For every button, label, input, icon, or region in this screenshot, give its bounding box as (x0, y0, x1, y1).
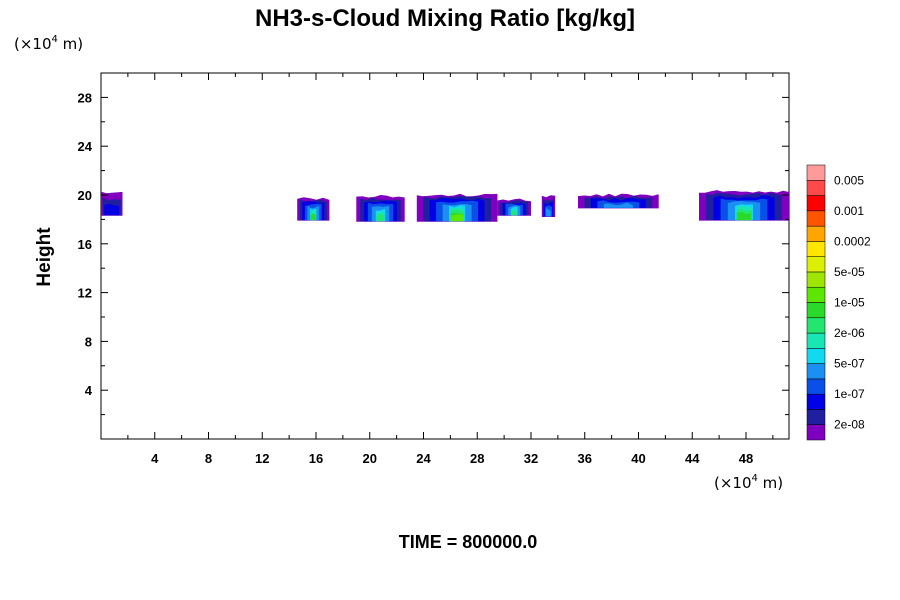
cloud-patch (497, 198, 531, 216)
x-tick-label: 24 (416, 451, 431, 466)
y-tick-label: 16 (78, 237, 92, 252)
cloud-layer (603, 202, 633, 208)
cloud-layer (450, 214, 464, 222)
colorbar-label: 0.005 (834, 173, 864, 187)
colorbar-label: 2e-08 (834, 418, 865, 432)
cloud-layer (511, 210, 517, 216)
colorbar-swatch (806, 225, 826, 242)
x-tick-label: 32 (524, 451, 538, 466)
x-axis-unit: (×104 m) (714, 473, 783, 492)
y-axis-label: Height (34, 227, 55, 287)
y-tick-label: 24 (78, 139, 93, 154)
colorbar-swatch (806, 241, 826, 257)
y-tick-label: 12 (78, 286, 92, 301)
colorbar-swatch (806, 271, 826, 288)
x-tick-label: 12 (255, 451, 269, 466)
colorbar-swatch (806, 286, 826, 303)
colorbar-swatch (806, 195, 826, 212)
colorbar-label: 0.001 (834, 204, 864, 218)
x-tick-label: 16 (309, 451, 323, 466)
colorbar-swatch (806, 393, 826, 410)
x-tick-label: 40 (631, 451, 645, 466)
colorbar-swatch (806, 164, 826, 181)
colorbar-swatch (806, 317, 826, 334)
cloud-layer (310, 214, 316, 221)
cloud-patch (578, 193, 659, 209)
colorbar-label: 1e-07 (834, 387, 865, 401)
colorbar-label: 0.0002 (834, 234, 871, 248)
y-tick-label: 8 (85, 334, 92, 349)
time-label: TIME = 800000.0 (399, 532, 538, 552)
x-axis: 4 8 12 16 20 24 28 32 36 40 44 48 (127, 73, 774, 466)
y-axis: 4 8 12 16 20 24 28 (78, 90, 789, 416)
cloud-patch (297, 197, 330, 221)
colorbar-swatch (806, 302, 826, 319)
x-tick-label: 8 (205, 451, 212, 466)
x-tick-label: 48 (739, 451, 753, 466)
x-tick-label: 28 (470, 451, 484, 466)
x-tick-label: 44 (685, 451, 700, 466)
colorbar-swatch (806, 409, 826, 425)
colorbar-swatch (806, 363, 826, 380)
x-tick-label: 4 (151, 451, 159, 466)
colorbar-swatch (806, 378, 826, 395)
colorbar-label: 1e-05 (834, 296, 865, 310)
cloud-layer (376, 213, 385, 222)
cloud-patch (699, 190, 789, 221)
cloud-patch (416, 193, 498, 222)
x-tick-label: 20 (363, 451, 377, 466)
cloud-field (101, 190, 789, 222)
cloud-layer (546, 208, 551, 217)
x-tick-label: 36 (578, 451, 592, 466)
chart-title: NH3-s-Cloud Mixing Ratio [kg/kg] (255, 5, 635, 32)
plot-frame (100, 72, 790, 440)
y-tick-label: 20 (78, 188, 92, 203)
colorbar-label: 5e-05 (834, 265, 865, 279)
colorbar-swatch (806, 256, 826, 273)
cloud-patch (101, 191, 123, 216)
colorbar-swatch (806, 210, 826, 227)
colorbar-swatch (806, 332, 826, 349)
colorbar: 2e-08 1e-07 5e-07 2e-06 1e-05 5e-05 0.0002 0.00… (806, 164, 871, 441)
colorbar-label: 2e-06 (834, 326, 865, 340)
colorbar-swatch (806, 424, 826, 441)
colorbar-swatch (806, 180, 826, 196)
cloud-patch (356, 195, 405, 222)
y-tick-label: 4 (85, 383, 93, 398)
cloud-patch (541, 195, 556, 217)
colorbar-swatch (806, 348, 826, 364)
y-tick-label: 28 (78, 90, 92, 105)
colorbar-label: 5e-07 (834, 357, 865, 371)
cloud-layer (104, 203, 120, 216)
cloud-layer (736, 212, 752, 221)
y-axis-unit: (×104 m) (14, 34, 83, 53)
